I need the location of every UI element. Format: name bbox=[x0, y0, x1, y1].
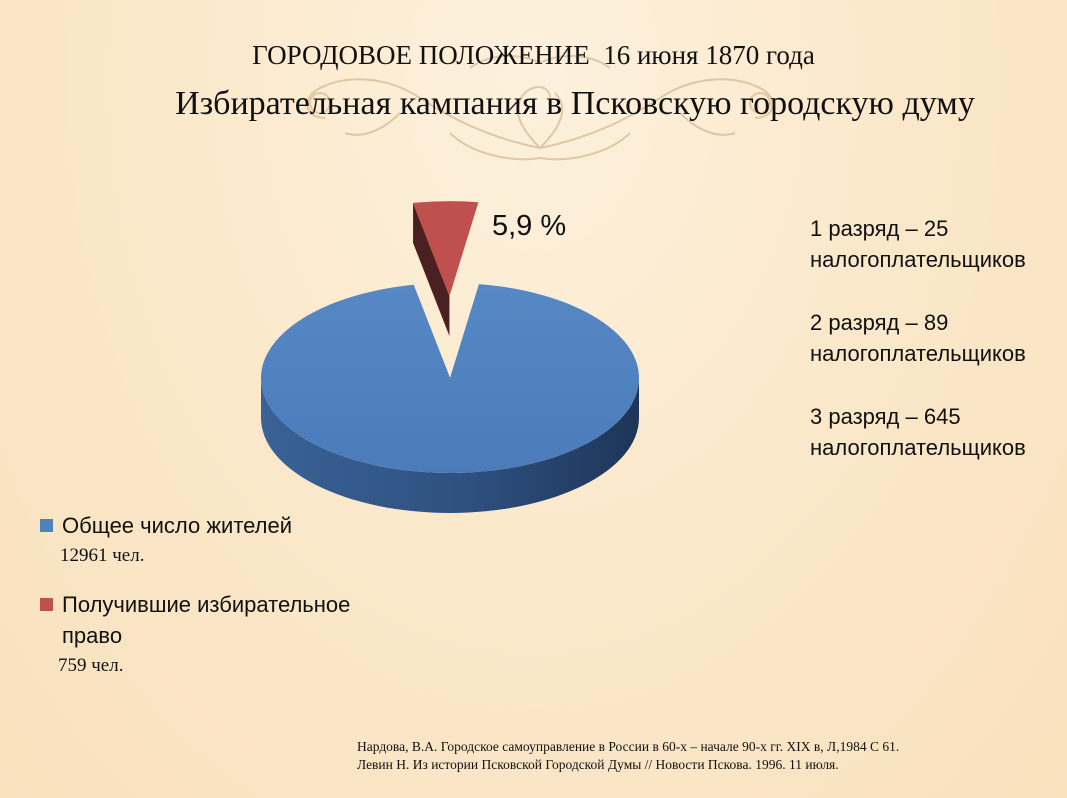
legend-label-residents: Общее число жителей bbox=[62, 513, 293, 538]
rank-item-1: 1 разряд – 25 налогоплательщиков bbox=[810, 216, 1026, 272]
pie-slice-residents bbox=[261, 284, 640, 474]
ornament-flourish bbox=[306, 55, 774, 161]
slide-title: ГОРОДОВОЕ ПОЛОЖЕНИЕ 16 июня 1870 года bbox=[252, 40, 815, 70]
rank-item-2: 2 разряд – 89 налогоплательщиков bbox=[810, 310, 1026, 366]
pie-data-label: 5,9 % bbox=[492, 210, 567, 242]
legend-count-voters: 759 чел. bbox=[58, 655, 124, 676]
sources: Нардова, В.А. Городское самоуправление в… bbox=[357, 738, 1017, 773]
pie-chart bbox=[240, 200, 660, 530]
pie-slice-voters bbox=[413, 201, 479, 297]
source-2: Левин Н. Из истории Псковской Городской … bbox=[357, 756, 839, 772]
rank-list: 1 разряд – 25 налогоплательщиков 2 разря… bbox=[810, 213, 1060, 495]
legend-item-voters: Получившие избирательное право bbox=[40, 589, 370, 651]
source-1: Нардова, В.А. Городское самоуправление в… bbox=[357, 739, 900, 754]
chart-legend: Общее число жителей 12961 чел. Получивши… bbox=[40, 510, 370, 699]
legend-label-voters: Получившие избирательное право bbox=[62, 592, 351, 648]
legend-swatch-blue bbox=[40, 519, 53, 532]
legend-count-residents: 12961 чел. bbox=[60, 545, 145, 566]
legend-swatch-red bbox=[40, 598, 53, 611]
rank-item-3: 3 разряд – 645 налогоплательщиков bbox=[810, 404, 1026, 460]
legend-item-residents: Общее число жителей bbox=[40, 510, 370, 541]
pie-slice-voters-side bbox=[413, 202, 450, 337]
slide-subtitle: Избирательная кампания в Псковскую город… bbox=[175, 85, 975, 122]
pie-slice-residents-rim bbox=[261, 378, 639, 513]
